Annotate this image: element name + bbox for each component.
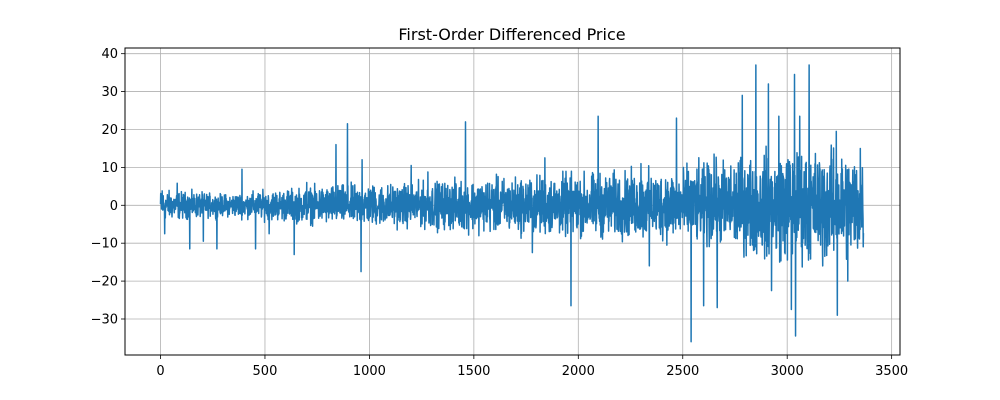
series-line: [159, 64, 865, 343]
y-tick-label: −10: [91, 237, 118, 252]
y-tick-label: −30: [91, 312, 118, 327]
y-tick-label: 30: [101, 85, 118, 100]
series-layer: [159, 64, 865, 343]
x-tick-label: 500: [253, 364, 278, 379]
y-tick-label: 10: [101, 161, 118, 176]
x-tick-label: 3500: [875, 364, 908, 379]
ticks-layer: 0 500 1000 1500 2000 2500 3000 3500 −30 −20 −10 0 10…: [91, 47, 909, 379]
axes-frame: [124, 47, 901, 356]
x-tick-label: 3000: [771, 364, 804, 379]
y-tick-label: −20: [91, 275, 118, 290]
y-tick-label: 20: [101, 123, 118, 138]
x-tick-label: 2500: [666, 364, 699, 379]
y-tick-label: 40: [101, 47, 118, 62]
x-tick-label: 1500: [457, 364, 490, 379]
x-tick-label: 0: [156, 364, 164, 379]
x-tick-label: 1000: [353, 364, 386, 379]
x-tick-label: 2000: [562, 364, 595, 379]
chart-title: First-Order Differenced Price: [398, 25, 625, 44]
y-tick-label: 0: [110, 199, 118, 214]
